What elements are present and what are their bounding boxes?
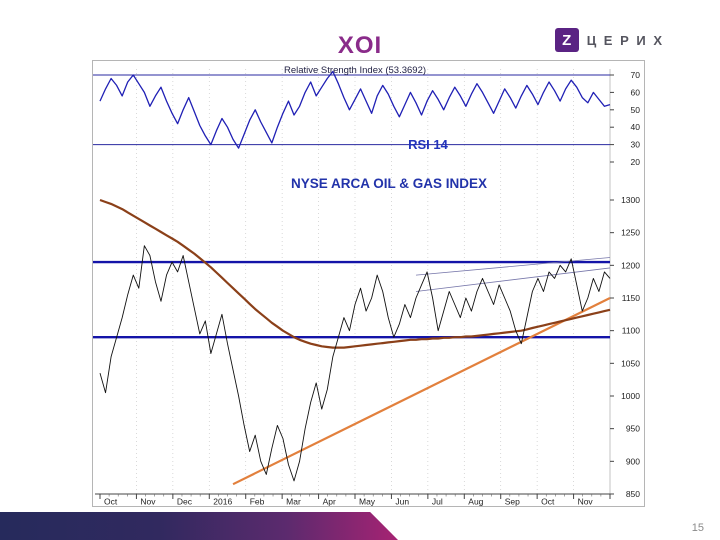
svg-text:40: 40: [631, 122, 641, 132]
rsi-period-label: RSI 14: [408, 137, 449, 152]
chart-frame: Oct Nov Dec 2016 Feb Mar Apr May Jun Jul Aug Sep Oct…: [92, 60, 645, 507]
svg-text:1000: 1000: [621, 391, 640, 401]
xoi-chart: Oct Nov Dec 2016 Feb Mar Apr May Jun Jul Aug Sep Oct…: [93, 65, 640, 506]
svg-text:900: 900: [626, 456, 640, 466]
svg-text:Sep: Sep: [505, 496, 520, 506]
price-chart-title: NYSE ARCA OIL & GAS INDEX: [291, 176, 487, 191]
svg-text:Jul: Jul: [432, 496, 443, 506]
rsi-title: Relative Strength Index (53.3692): [284, 65, 426, 76]
svg-text:Apr: Apr: [323, 496, 336, 506]
svg-text:60: 60: [631, 87, 641, 97]
svg-text:1050: 1050: [621, 358, 640, 368]
rsi-line: [99, 70, 611, 149]
svg-text:70: 70: [631, 70, 641, 80]
svg-text:1300: 1300: [621, 195, 640, 205]
trend-line: [232, 297, 611, 486]
svg-text:1250: 1250: [621, 228, 640, 238]
svg-text:Mar: Mar: [286, 496, 301, 506]
svg-text:850: 850: [626, 489, 640, 499]
bottom-accent-bar: [0, 512, 398, 540]
svg-text:Nov: Nov: [578, 496, 594, 506]
moving-average-line: [99, 198, 611, 349]
svg-text:30: 30: [631, 140, 641, 150]
svg-text:950: 950: [626, 424, 640, 434]
z-logo-icon: Z: [554, 28, 579, 52]
svg-text:Dec: Dec: [177, 496, 193, 506]
slide-title: XOI: [337, 32, 383, 59]
svg-text:Aug: Aug: [468, 496, 483, 506]
svg-text:1200: 1200: [621, 260, 640, 270]
svg-text:Jun: Jun: [395, 496, 409, 506]
page-number: 15: [691, 522, 704, 534]
svg-text:Oct: Oct: [104, 496, 118, 506]
svg-text:2016: 2016: [213, 496, 232, 506]
svg-text:Oct: Oct: [541, 496, 555, 506]
svg-text:May: May: [359, 496, 376, 506]
svg-text:1100: 1100: [622, 326, 641, 336]
svg-text:50: 50: [631, 105, 641, 115]
price-line: [99, 245, 611, 482]
month-gridlines: [136, 69, 574, 494]
logo-text: Ц Е Р И Х: [586, 32, 664, 48]
svg-text:Feb: Feb: [250, 496, 265, 506]
y-axis-labels: 70 60 50 40 30 20 1300 1250 1200 1150 1100 1050 1000…: [610, 70, 640, 499]
svg-text:Nov: Nov: [140, 496, 156, 506]
support-lines: [93, 260, 610, 339]
annotation-lines: [415, 257, 611, 292]
svg-text:1150: 1150: [622, 293, 641, 303]
svg-text:20: 20: [631, 157, 641, 167]
x-axis: Oct Nov Dec 2016 Feb Mar Apr May Jun Jul Aug Sep Oct…: [95, 493, 611, 506]
rsi-level-lines: [93, 74, 610, 146]
zerich-logo: Z Ц Е Р И Х: [554, 28, 664, 52]
